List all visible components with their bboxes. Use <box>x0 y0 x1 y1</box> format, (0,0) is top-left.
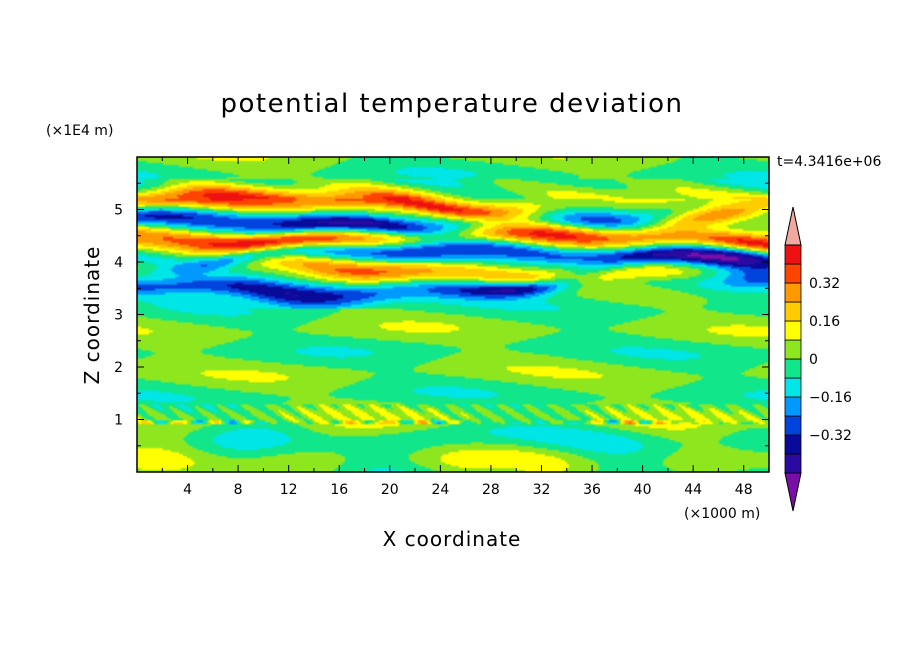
colorbar-swatch <box>784 415 802 436</box>
y-axis: 1 2 3 4 5 <box>114 182 769 447</box>
x-axis-label: X coordinate <box>383 527 522 551</box>
colorbar-label: 0 <box>809 352 818 368</box>
colorbar-swatch <box>784 263 802 284</box>
x-tick-label: 44 <box>684 482 702 498</box>
x-tick-label: 32 <box>533 482 551 498</box>
contour-field <box>137 157 769 472</box>
x-tick-label: 4 <box>183 482 192 498</box>
x-tick-label: 16 <box>330 482 348 498</box>
colorbar-swatch <box>784 377 802 398</box>
x-tick-label: 8 <box>234 482 243 498</box>
colorbar-swatch <box>784 396 802 417</box>
time-label: t=4.3416e+06 <box>777 154 881 170</box>
colorbar-lower-extend <box>784 472 802 512</box>
plot-area <box>137 157 769 472</box>
y-unit-label: (×1E4 m) <box>46 123 113 139</box>
colorbar-label: −0.16 <box>809 390 852 406</box>
colorbar-swatch <box>784 301 802 322</box>
colorbar-swatch <box>784 320 802 341</box>
x-tick-label: 48 <box>735 482 753 498</box>
x-tick-label: 36 <box>583 482 601 498</box>
colorbar-swatch <box>784 244 802 265</box>
x-tick-label: 20 <box>381 482 399 498</box>
colorbar-swatch <box>784 339 802 360</box>
y-tick-label: 1 <box>114 413 123 429</box>
colorbar-label: 0.16 <box>809 314 840 330</box>
y-tick-label: 5 <box>114 203 123 219</box>
chart-title: potential temperature deviation <box>221 89 684 119</box>
colorbar-swatch <box>784 434 802 455</box>
colorbar: 0.32 0.16 0 −0.16 −0.32 <box>784 206 852 512</box>
x-tick-label: 24 <box>431 482 449 498</box>
x-unit-label: (×1000 m) <box>684 506 760 522</box>
y-tick-label: 2 <box>114 360 123 376</box>
x-tick-label: 12 <box>280 482 298 498</box>
colorbar-swatch <box>784 453 802 474</box>
colorbar-swatch <box>784 282 802 303</box>
colorbar-upper-extend <box>784 206 802 246</box>
x-tick-label: 40 <box>634 482 652 498</box>
colorbar-label: −0.32 <box>809 428 852 444</box>
y-tick-label: 3 <box>114 308 123 324</box>
x-axis: 4 8 12 16 20 24 28 32 36 40 44 48 <box>161 157 753 498</box>
y-tick-label: 4 <box>114 255 123 271</box>
colorbar-label: 0.32 <box>809 276 840 292</box>
colorbar-swatch <box>784 358 802 379</box>
x-tick-label: 28 <box>482 482 500 498</box>
y-axis-label: Z coordinate <box>80 246 104 385</box>
